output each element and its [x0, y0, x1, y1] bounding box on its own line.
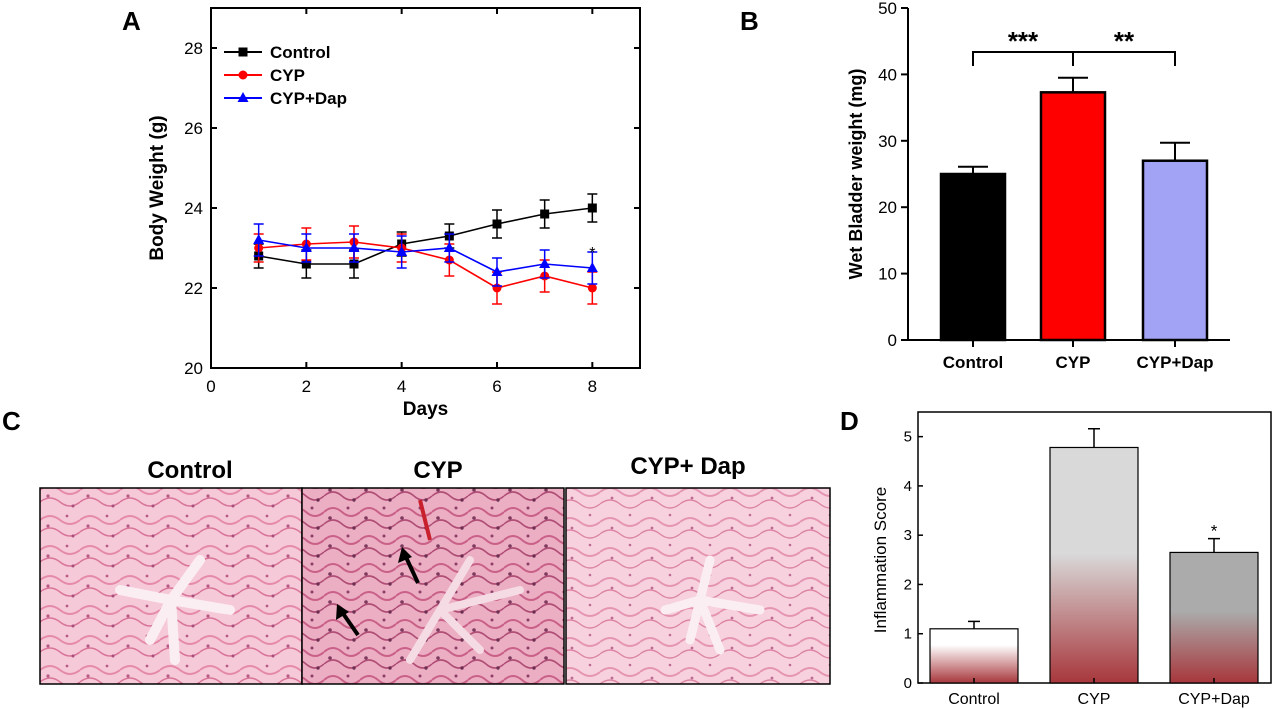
x-tick-label: Control — [948, 691, 1000, 708]
y-tick-label: 0 — [888, 331, 897, 350]
significance-marker: * — [589, 245, 595, 262]
y-tick-label: 26 — [184, 119, 203, 138]
y-tick-label: 24 — [184, 199, 203, 218]
legend-marker — [238, 70, 248, 80]
bar — [1169, 551, 1259, 684]
significance-label: *** — [1008, 26, 1039, 56]
significance-marker: * — [1211, 522, 1218, 541]
data-point — [349, 259, 359, 269]
histology-image-control — [39, 487, 303, 685]
y-tick-label: 50 — [878, 0, 897, 18]
y-tick-label: 0 — [904, 675, 912, 692]
significance-bracket — [1072, 51, 1176, 66]
series-line — [258, 239, 593, 273]
panel-label-d: D — [840, 406, 859, 436]
y-tick-label: 20 — [878, 198, 897, 217]
data-point — [443, 242, 455, 252]
panel-label-b: B — [740, 6, 759, 36]
y-axis-label: Wet Bladder weight (mg) — [846, 69, 866, 280]
data-point — [587, 283, 597, 293]
x-tick-label: 6 — [492, 377, 501, 396]
series-line — [258, 241, 593, 289]
arrow-icon — [336, 604, 360, 637]
panel-label-c: C — [2, 406, 21, 436]
x-tick-label: 4 — [397, 377, 406, 396]
series-line — [258, 207, 593, 265]
data-point — [301, 259, 311, 269]
y-tick-label: 10 — [878, 265, 897, 284]
legend-marker — [237, 92, 249, 102]
data-point — [539, 258, 551, 268]
y-tick-label: 4 — [904, 478, 912, 495]
x-axis-label: Days — [403, 399, 448, 420]
y-tick-label: 5 — [904, 429, 912, 446]
x-tick-label: CYP — [1056, 353, 1091, 372]
arrow-icon — [398, 547, 420, 584]
x-tick-label: 0 — [206, 377, 215, 396]
data-point — [586, 262, 598, 272]
data-point — [492, 219, 502, 229]
legend-marker — [238, 47, 248, 57]
x-tick-label: CYP+Dap — [1178, 691, 1250, 708]
data-point — [491, 266, 503, 276]
y-tick-label: 30 — [878, 132, 897, 151]
bar — [1049, 446, 1139, 684]
legend-label: CYP+Dap — [270, 89, 347, 108]
bar — [1141, 159, 1209, 342]
bar — [929, 628, 1019, 684]
inflammation-score-bar-chart: 0 1 2 3 4 5 Inflammation Score Control CYP CYP+Da… — [871, 411, 1272, 708]
bladder-weight-bar-chart: 0 10 20 30 40 50 Wet Bladder weight (mg) Contro… — [846, 0, 1230, 372]
y-tick-label: 2 — [904, 576, 912, 593]
data-point — [348, 242, 360, 252]
series-control: Control — [224, 43, 598, 279]
x-tick-label: 8 — [588, 377, 597, 396]
y-tick-label: 40 — [878, 65, 897, 84]
data-point — [300, 242, 312, 252]
bar — [939, 172, 1007, 342]
y-tick-label: 3 — [904, 527, 912, 544]
y-tick-label: 1 — [904, 626, 912, 643]
y-tick-label: 20 — [184, 359, 203, 378]
x-tick-label: CYP — [1078, 691, 1111, 708]
histology-image-cyp-dap — [565, 487, 831, 685]
y-tick-label: 28 — [184, 39, 203, 58]
histology-image-cyp — [301, 487, 565, 685]
series-cyp-dap: CYP+Dap — [224, 89, 598, 287]
y-axis-label: Inflammation Score — [871, 487, 890, 633]
panel-label-a: A — [122, 6, 141, 36]
legend-label: CYP — [270, 66, 305, 85]
plot-frame — [210, 7, 641, 369]
y-tick-label: 22 — [184, 279, 203, 298]
data-point — [587, 203, 597, 213]
data-point — [253, 234, 265, 244]
histology-label-control: Control — [147, 457, 232, 484]
histology-label-cyp-dap: CYP+ Dap — [630, 453, 745, 480]
legend-label: Control — [270, 43, 330, 62]
x-tick-label: 2 — [302, 377, 311, 396]
data-point — [396, 246, 408, 256]
y-axis-label: Body Weight (g) — [147, 115, 168, 260]
significance-label: ** — [1114, 26, 1135, 56]
x-tick-label: CYP+Dap — [1137, 353, 1214, 372]
x-tick-label: Control — [943, 353, 1003, 372]
histology-label-cyp: CYP — [413, 457, 462, 484]
data-point — [540, 209, 550, 219]
histology-panel: Control CYP CYP+ Dap — [39, 453, 831, 685]
bar — [1039, 91, 1107, 342]
